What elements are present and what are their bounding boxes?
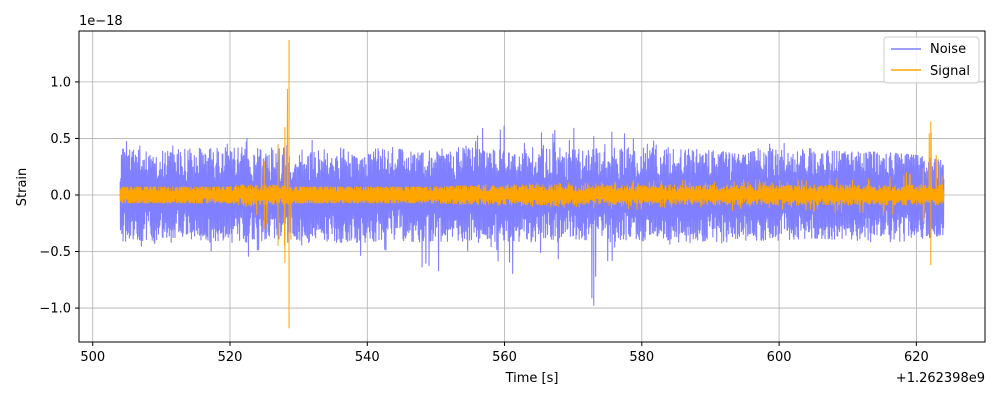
x-tick-label: 600 (767, 350, 792, 365)
y-axis: −1.0 −0.5 0.0 0.5 1.0 (39, 75, 79, 317)
y-scale-label: 1e−18 (79, 14, 123, 29)
legend-label-noise: Noise (930, 42, 966, 57)
x-axis-label: Time [s] (505, 371, 559, 386)
x-tick-label: 540 (355, 350, 380, 365)
x-tick-label: 500 (80, 350, 105, 365)
y-tick-label: −1.0 (39, 302, 71, 317)
y-tick-label: 0.0 (50, 188, 71, 203)
legend: Noise Signal (883, 36, 980, 84)
plot-frame (78, 30, 986, 343)
x-tick-label: 560 (492, 350, 517, 365)
x-tick-label: 580 (629, 350, 654, 365)
x-offset-label: +1.262398e9 (896, 371, 985, 386)
y-tick-label: 0.5 (50, 132, 71, 147)
legend-label-signal: Signal (930, 64, 970, 79)
y-axis-label: Strain (15, 168, 30, 207)
y-tick-label: −0.5 (39, 245, 71, 260)
x-axis: 500 520 540 560 580 600 620 (80, 342, 929, 365)
y-tick-label: 1.0 (50, 75, 71, 90)
series-layer (119, 40, 945, 329)
x-tick-label: 620 (904, 350, 929, 365)
series-line-signal (119, 40, 945, 329)
x-tick-label: 520 (218, 350, 243, 365)
